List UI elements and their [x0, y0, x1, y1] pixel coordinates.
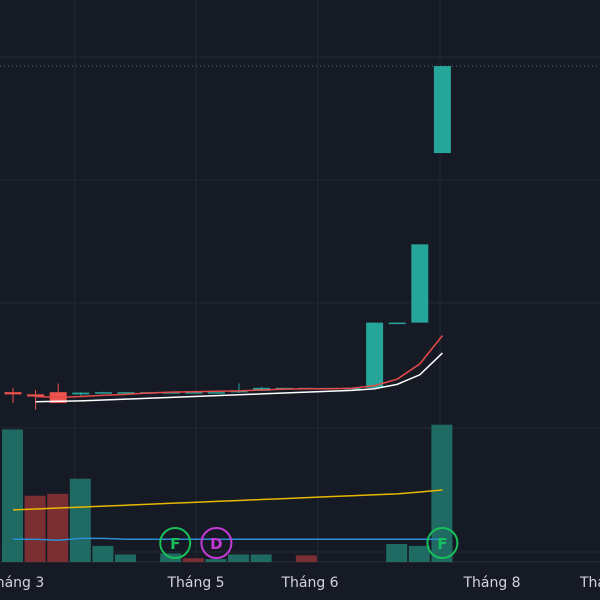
price-ma-short-line: [35, 335, 443, 399]
candle-body[interactable]: [185, 392, 203, 394]
volume-bar: [431, 424, 453, 562]
volume-bar: [2, 429, 23, 562]
volume-bar: [295, 555, 317, 562]
candle-body[interactable]: [411, 244, 429, 323]
volume-bar: [115, 554, 136, 562]
candle-body[interactable]: [27, 394, 45, 397]
event-marker-label: D: [210, 535, 222, 553]
volume-bar: [205, 559, 227, 562]
event-marker-f[interactable]: [426, 527, 459, 559]
volume-ma-short-line: [13, 537, 443, 541]
candle-body[interactable]: [366, 322, 384, 388]
volume-bar: [47, 493, 69, 562]
x-axis-tick-label: Tháng 8: [462, 575, 520, 591]
candle-body[interactable]: [207, 392, 225, 394]
candle-body[interactable]: [388, 322, 406, 325]
event-marker-d[interactable]: [200, 527, 233, 559]
candle-body[interactable]: [4, 392, 22, 395]
volume-bar: [386, 544, 408, 562]
x-axis-tick-label: Tháng 6: [280, 575, 338, 591]
x-axis-tick-label: háng 3: [0, 575, 44, 591]
volume-ma-long-line: [12, 489, 443, 511]
x-axis-tick-label: Thá: [579, 575, 600, 591]
volume-bar: [250, 554, 272, 562]
candle-body[interactable]: [433, 66, 451, 154]
volume-bar: [408, 545, 430, 562]
volume-bar: [182, 558, 204, 562]
candle-body[interactable]: [117, 392, 135, 394]
event-marker-f[interactable]: [159, 527, 192, 559]
volume-bar: [228, 554, 249, 562]
price-ma-long-line: [35, 352, 443, 403]
candle-body[interactable]: [72, 392, 90, 395]
candle-body[interactable]: [94, 392, 112, 394]
volume-bar: [24, 495, 46, 562]
volume-bar: [92, 545, 114, 562]
event-marker-label: F: [437, 535, 447, 553]
volume-bar: [69, 478, 91, 562]
event-marker-label: F: [170, 535, 180, 553]
x-axis-tick-label: Tháng 5: [166, 575, 224, 591]
